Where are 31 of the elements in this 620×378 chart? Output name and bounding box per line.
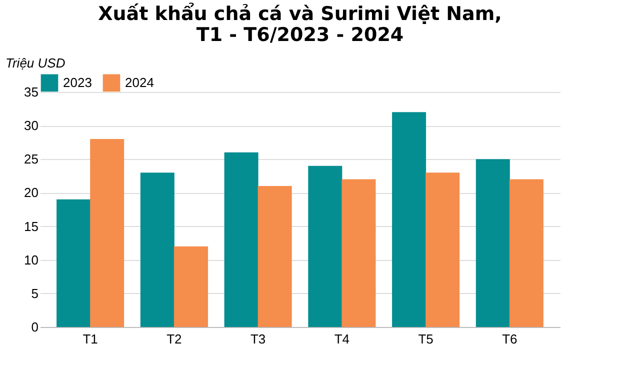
bar <box>90 139 124 327</box>
text: T1 - T6/2023 - 2024 <box>196 24 404 46</box>
x-tick-label: T3 <box>250 332 266 346</box>
x-tick-label: T1 <box>82 332 98 346</box>
y-tick-label: 35 <box>24 84 38 100</box>
legend-label: 2023 <box>63 74 92 90</box>
text: Xuất khẩu chả cá và Surimi Việt Nam, <box>98 3 502 25</box>
x-tick-label: T2 <box>166 332 182 346</box>
x-tick-label: T5 <box>418 332 434 346</box>
bar <box>509 179 544 327</box>
bar <box>56 199 91 327</box>
bar <box>140 172 174 327</box>
bar <box>174 246 208 327</box>
bar <box>426 172 460 327</box>
bar <box>476 159 510 327</box>
bar <box>392 112 426 327</box>
y-tick-label: 0 <box>31 320 38 334</box>
x-tick-label: T6 <box>502 332 518 346</box>
y-tick-label: 30 <box>24 118 38 134</box>
y-tick-label: 15 <box>24 218 38 234</box>
bar <box>258 186 292 327</box>
y-axis-title: Triệu USD <box>6 56 66 70</box>
bar <box>308 166 342 327</box>
x-tick-label: T4 <box>334 332 350 346</box>
y-tick-label: 10 <box>24 252 38 268</box>
y-tick-label: 5 <box>31 286 38 301</box>
bar <box>342 179 376 327</box>
bar <box>224 152 258 327</box>
legend-label: 2024 <box>125 74 154 90</box>
y-tick-label: 20 <box>24 185 38 200</box>
y-tick-label: 25 <box>24 152 38 167</box>
